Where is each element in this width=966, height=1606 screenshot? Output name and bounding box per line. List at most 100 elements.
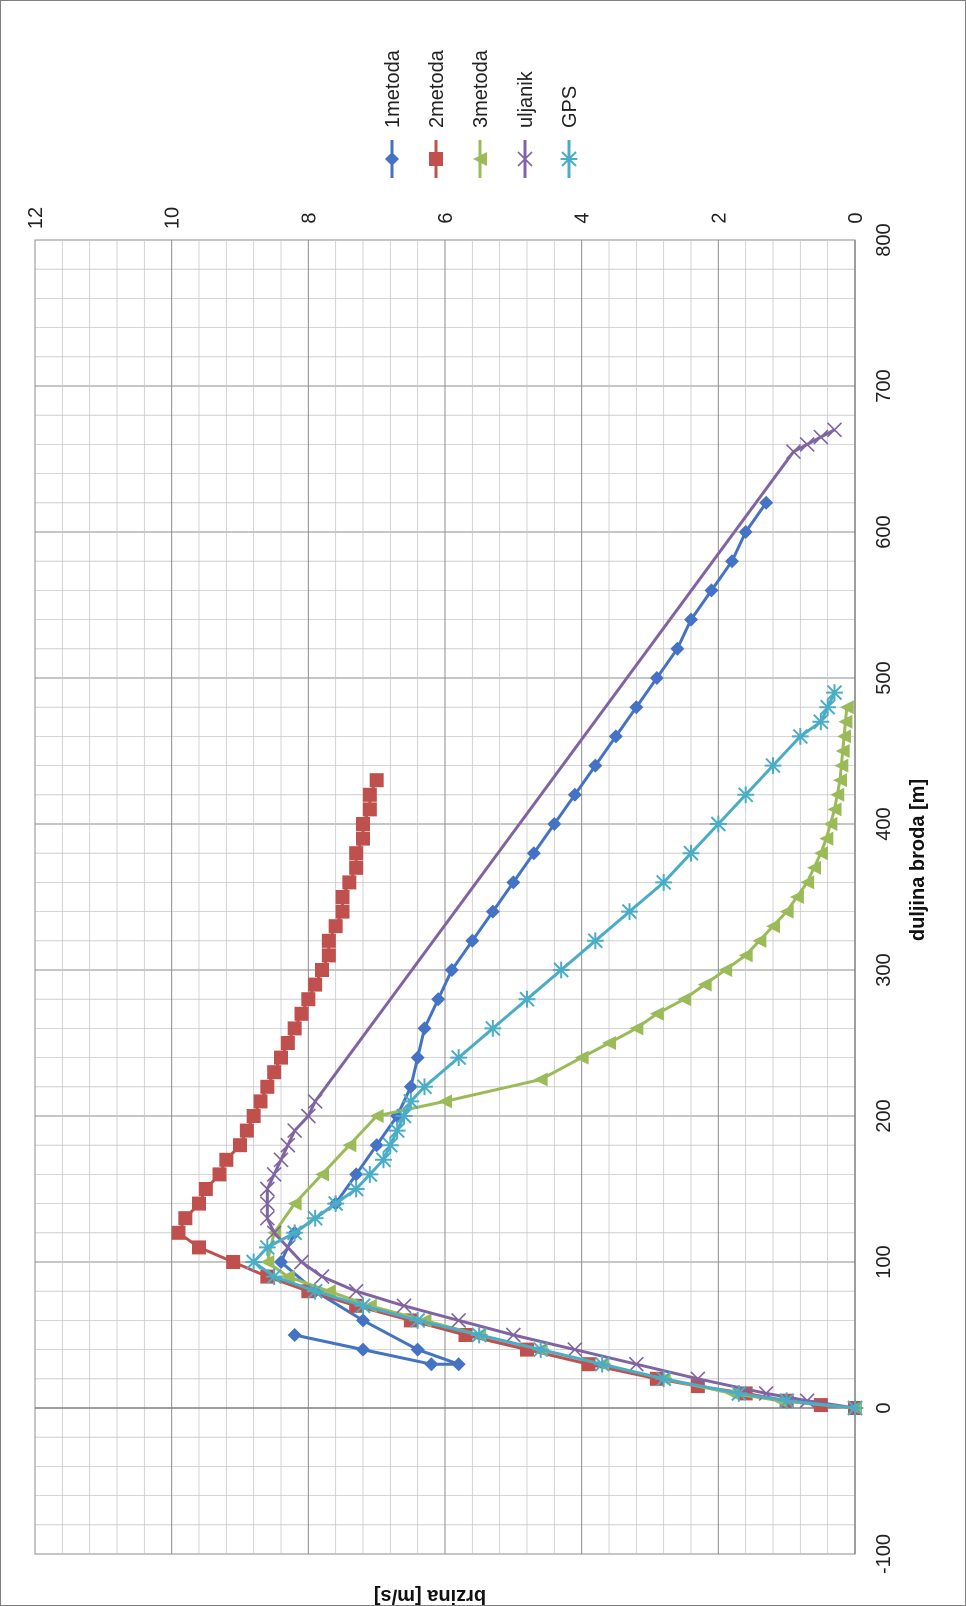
data-point-GPS: [730, 1385, 748, 1402]
data-point-uljanik: [259, 1181, 275, 1197]
data-point-1metoda: [369, 1138, 384, 1153]
legend-label: 3metoda: [470, 49, 492, 128]
data-point-uljanik: [280, 1137, 296, 1153]
data-point-uljanik: [451, 1312, 467, 1328]
legend-entry-2metoda: 2metoda: [426, 49, 448, 178]
legend-label: uljanik: [515, 70, 537, 128]
data-point-2metoda: [192, 1240, 206, 1255]
x-tick-label: 100: [873, 1245, 895, 1278]
data-point-1metoda: [485, 904, 500, 919]
data-point-1metoda: [410, 1342, 425, 1357]
data-point-2metoda: [301, 992, 316, 1007]
data-point-3metoda: [800, 875, 815, 890]
legend-swatch-marker: [429, 152, 443, 166]
y-tick-label: 6: [435, 212, 457, 223]
data-point-GPS: [819, 698, 837, 716]
x-axis-title: duljina broda [m]: [907, 779, 929, 941]
data-point-3metoda: [321, 1284, 336, 1299]
data-point-GPS: [375, 1151, 392, 1169]
data-point-2metoda: [171, 1225, 186, 1240]
data-point-GPS: [409, 1312, 427, 1329]
data-point-uljanik: [785, 444, 802, 460]
data-point-uljanik: [259, 1210, 275, 1226]
x-tick-label: 700: [873, 369, 895, 402]
x-tick-label: 400: [873, 807, 895, 840]
data-point-GPS: [682, 844, 700, 862]
data-point-1metoda: [451, 1357, 466, 1372]
data-point-3metoda: [438, 1094, 452, 1109]
data-point-1metoda: [403, 1079, 418, 1094]
data-point-3metoda: [629, 1021, 644, 1036]
data-point-3metoda: [837, 729, 852, 744]
data-point-uljanik: [567, 1342, 583, 1358]
data-point-2metoda: [321, 948, 336, 963]
x-tick-label: 500: [873, 661, 895, 694]
legend-entry-GPS: GPS: [559, 86, 581, 178]
data-point-uljanik: [826, 422, 843, 438]
data-point-3metoda: [649, 1006, 664, 1021]
data-point-GPS: [846, 1399, 864, 1417]
data-point-1metoda: [465, 933, 480, 948]
data-point-3metoda: [602, 1036, 616, 1050]
data-point-GPS: [416, 1078, 433, 1096]
data-point-uljanik: [307, 1093, 323, 1109]
data-point-GPS: [791, 728, 809, 745]
legend-swatch-marker: [560, 150, 578, 168]
x-tick-label: -100: [873, 1534, 895, 1574]
data-point-1metoda: [738, 525, 753, 539]
series-uljanik: [259, 422, 863, 1416]
data-point-GPS: [265, 1268, 283, 1285]
data-point-3metoda: [752, 933, 767, 948]
data-point-GPS: [593, 1355, 611, 1373]
data-point-GPS: [532, 1341, 550, 1358]
data-point-GPS: [764, 757, 782, 774]
data-point-uljanik: [273, 1152, 289, 1168]
data-point-1metoda: [759, 495, 774, 510]
x-tick-labels: -100 0 100 200 300 400 500 600 700 800: [873, 223, 895, 1574]
data-point-GPS: [258, 1239, 276, 1256]
data-point-GPS: [388, 1122, 406, 1139]
y-tick-labels: 0 2 4 6 8 10 12: [25, 207, 867, 229]
data-point-1metoda: [274, 1255, 288, 1269]
data-point-1metoda: [287, 1328, 302, 1342]
x-tick-label: 800: [873, 223, 895, 256]
data-point-uljanik: [348, 1283, 364, 1299]
y-tick-label: 0: [845, 212, 867, 223]
data-point-2metoda: [369, 773, 384, 788]
series-group: [171, 422, 864, 1417]
y-axis-title: brzina [m/s]: [374, 1585, 486, 1606]
data-point-2metoda: [287, 1021, 302, 1036]
data-point-GPS: [450, 1049, 468, 1066]
data-point-GPS: [361, 1166, 379, 1183]
data-point-3metoda: [533, 1072, 548, 1087]
data-point-3metoda: [342, 1138, 357, 1153]
data-point-2metoda: [315, 963, 329, 977]
data-point-1metoda: [704, 583, 719, 598]
data-point-2metoda: [308, 977, 323, 992]
data-point-GPS: [306, 1209, 324, 1227]
x-tick-label: 0: [873, 1402, 895, 1413]
series-line-1metoda: [279, 501, 768, 1366]
data-point-2metoda: [335, 890, 350, 904]
data-point-uljanik: [813, 429, 829, 445]
data-point-2metoda: [192, 1196, 206, 1211]
data-point-3metoda: [697, 977, 712, 992]
data-point-3metoda: [827, 802, 842, 817]
data-point-3metoda: [369, 1109, 384, 1123]
data-point-GPS: [737, 786, 755, 804]
data-point-GPS: [484, 1020, 502, 1037]
data-point-uljanik: [799, 436, 815, 452]
data-point-1metoda: [410, 1050, 425, 1065]
legend-entry-3metoda: 3metoda: [470, 49, 492, 178]
data-point-GPS: [812, 713, 830, 731]
data-point-GPS: [306, 1282, 324, 1300]
data-point-3metoda: [834, 758, 849, 773]
data-point-3metoda: [766, 919, 780, 934]
data-point-2metoda: [356, 831, 370, 846]
x-tick-label: 200: [873, 1099, 895, 1132]
data-point-uljanik: [293, 1254, 310, 1270]
data-point-3metoda: [813, 846, 828, 861]
data-point-GPS: [655, 874, 673, 891]
legend-swatch-marker: [473, 152, 487, 166]
